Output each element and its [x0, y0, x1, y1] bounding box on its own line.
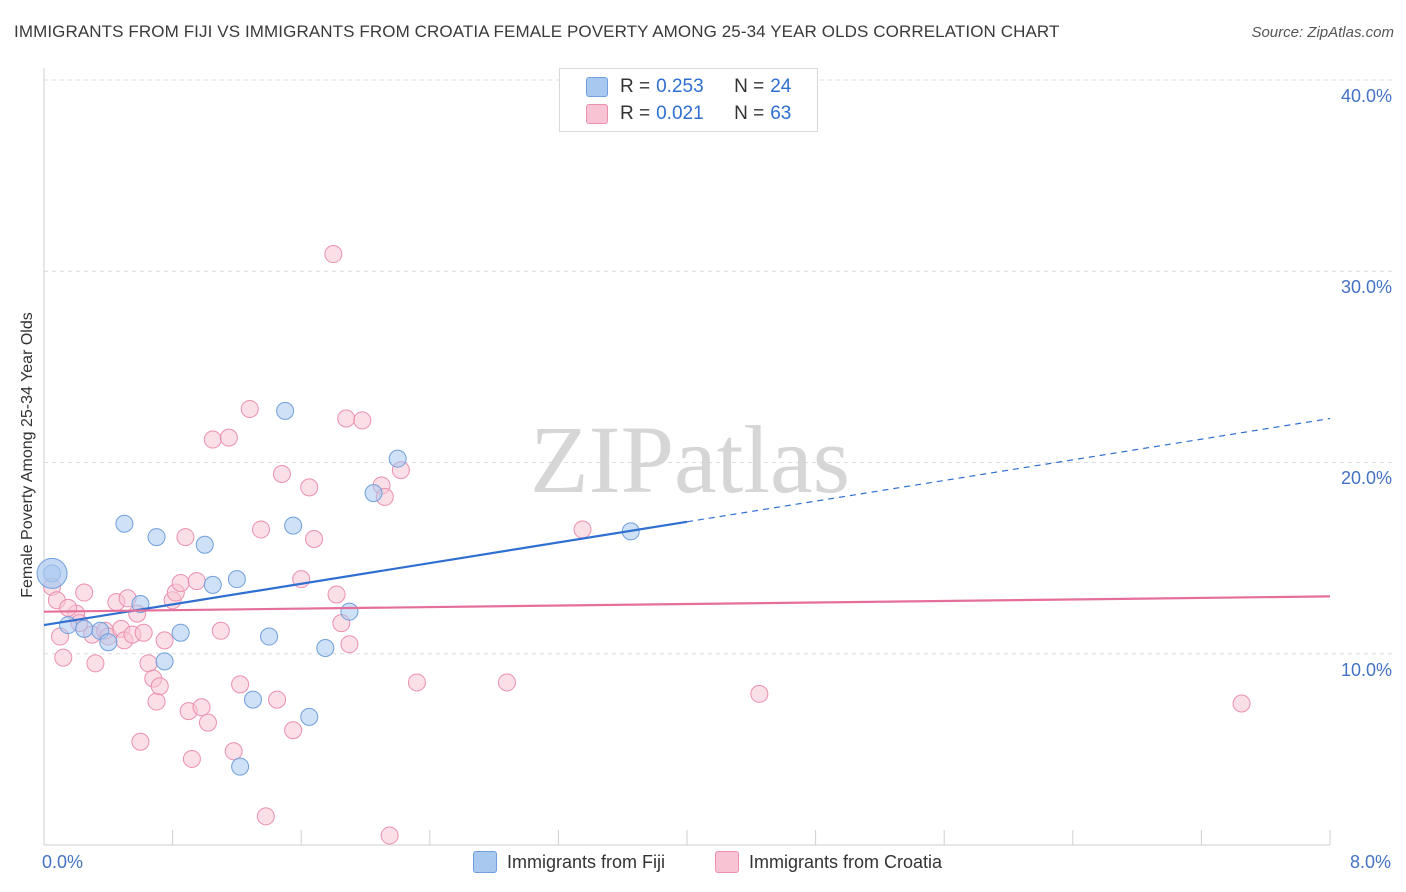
croatia-point	[573, 520, 592, 539]
fiji-point	[147, 528, 166, 547]
croatia-point	[300, 478, 319, 497]
legend-item-fiji: Immigrants from Fiji	[473, 851, 665, 873]
legend-label-croatia: Immigrants from Croatia	[749, 851, 943, 872]
source-label: Source: ZipAtlas.com	[1251, 24, 1394, 41]
croatia-point	[353, 411, 372, 430]
fiji-trend-line-extension	[686, 417, 1331, 523]
fiji-point	[340, 602, 359, 621]
croatia-point	[252, 520, 271, 539]
axes	[43, 68, 1331, 846]
legend-swatch-croatia	[586, 104, 608, 124]
fiji-point	[36, 557, 68, 589]
fiji-point	[231, 757, 250, 776]
croatia-point	[54, 648, 73, 667]
data-points	[36, 245, 1251, 845]
r-label: R =	[620, 76, 651, 97]
fiji-point	[171, 623, 190, 642]
croatia-point	[305, 530, 324, 548]
fiji-point	[364, 484, 383, 503]
fiji-point	[59, 616, 78, 635]
fiji-point	[203, 575, 222, 594]
croatia-point	[268, 690, 287, 709]
fiji-point	[284, 516, 303, 535]
croatia-point	[139, 654, 158, 673]
croatia-point	[284, 721, 303, 740]
croatia-point	[240, 399, 259, 418]
croatia-point	[134, 623, 153, 642]
legend-swatch-fiji	[586, 77, 608, 97]
croatia-point	[219, 428, 238, 447]
fiji-point	[388, 449, 407, 468]
croatia-point	[1232, 694, 1251, 713]
fiji-point	[115, 514, 134, 533]
legend-label-fiji: Immigrants from Fiji	[507, 851, 666, 872]
croatia-point	[203, 430, 222, 449]
croatia-point	[340, 635, 359, 654]
fiji-trend-line	[43, 520, 688, 627]
fiji-point	[260, 627, 279, 646]
croatia-point	[155, 631, 174, 650]
fiji-point	[300, 707, 319, 726]
fiji-point	[195, 535, 214, 554]
n-label: N =	[734, 76, 765, 97]
n-label: N =	[734, 103, 765, 124]
chart-title: IMMIGRANTS FROM FIJI VS IMMIGRANTS FROM …	[14, 22, 1060, 41]
fiji-point	[99, 633, 118, 652]
y-tick-label: 30.0%	[1340, 277, 1392, 297]
stats-legend: R = 0.253 N = 24 R = 0.021 N = 63	[559, 68, 818, 132]
croatia-point	[86, 654, 105, 673]
legend-swatch-croatia	[715, 851, 739, 873]
trend-lines	[43, 417, 1331, 627]
r-value-croatia: 0.021	[656, 103, 704, 124]
croatia-point	[256, 807, 275, 826]
croatia-point	[147, 692, 166, 711]
croatia-point	[171, 573, 190, 592]
y-tick-label: 40.0%	[1340, 86, 1392, 106]
fiji-point	[243, 690, 262, 709]
croatia-point	[750, 684, 769, 703]
croatia-point	[211, 621, 230, 640]
fiji-point	[227, 570, 246, 589]
y-tick-label: 20.0%	[1340, 468, 1392, 488]
n-value-fiji: 24	[770, 76, 792, 97]
legend-swatch-fiji	[473, 851, 497, 873]
croatia-point	[176, 528, 195, 547]
gridlines	[44, 79, 1392, 655]
croatia-point	[380, 826, 399, 845]
croatia-point	[187, 572, 206, 591]
r-value-fiji: 0.253	[656, 76, 704, 97]
croatia-point	[59, 598, 78, 617]
croatia-point	[131, 732, 150, 751]
x-tick-label: 8.0%	[1350, 852, 1392, 872]
x-tick-label: 0.0%	[42, 852, 84, 872]
fiji-point	[316, 639, 335, 658]
legend-row-croatia: R = 0.021 N = 63	[586, 102, 791, 126]
fiji-point	[276, 401, 295, 420]
croatia-trend-line	[43, 595, 1331, 613]
croatia-point	[192, 698, 211, 717]
croatia-point	[497, 673, 516, 692]
croatia-point	[324, 245, 343, 264]
croatia-point	[327, 585, 346, 604]
croatia-point	[150, 677, 169, 696]
croatia-point	[407, 673, 426, 692]
fiji-point	[75, 619, 94, 638]
croatia-point	[198, 713, 217, 732]
croatia-point	[224, 742, 243, 761]
watermark: ZIPatlas	[530, 406, 850, 513]
croatia-point	[182, 749, 201, 768]
legend-row-fiji: R = 0.253 N = 24	[586, 75, 791, 99]
fiji-point	[155, 652, 174, 671]
r-label: R =	[620, 103, 651, 124]
croatia-point	[337, 409, 356, 428]
croatia-point	[272, 464, 291, 483]
y-tick-label: 10.0%	[1340, 660, 1392, 680]
croatia-point	[231, 675, 250, 694]
n-value-croatia: 63	[770, 103, 792, 124]
croatia-point	[75, 583, 94, 602]
legend-item-croatia: Immigrants from Croatia	[715, 851, 942, 873]
